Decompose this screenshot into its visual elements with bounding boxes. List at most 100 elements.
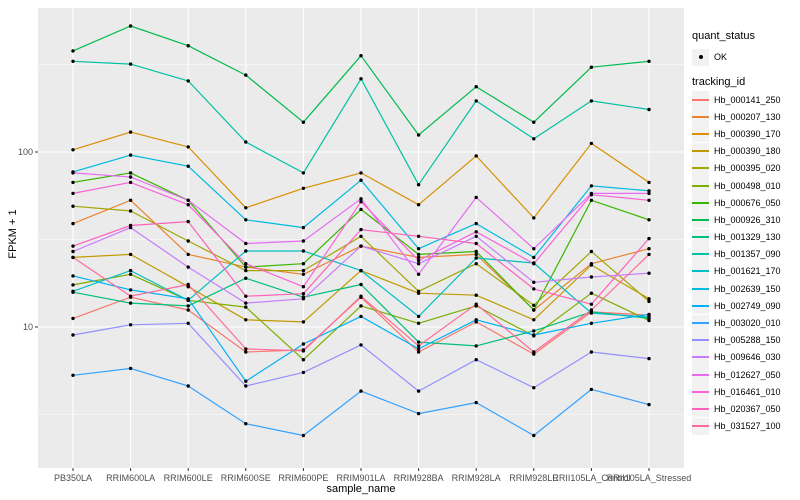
legend-key-line <box>692 150 709 153</box>
x-tick-label: RRIM901LA <box>336 473 386 483</box>
data-point <box>416 262 421 266</box>
legend-key-line <box>692 407 709 410</box>
legend-entry-label: Hb_000141_250 <box>714 94 781 105</box>
data-point <box>474 358 478 362</box>
data-point <box>416 350 421 354</box>
legend-entry-label: Hb_002749_090 <box>714 300 781 311</box>
data-point <box>416 133 421 137</box>
data-point <box>186 145 190 149</box>
data-point <box>647 180 651 185</box>
data-point <box>647 191 651 196</box>
data-point <box>647 315 651 319</box>
legend-key <box>692 177 709 195</box>
data-point <box>186 44 190 48</box>
data-point <box>589 65 594 69</box>
legend-key <box>692 297 709 315</box>
legend-item-ok: OK <box>692 48 798 66</box>
legend-entry-Hb_009646_030: Hb_009646_030 <box>692 348 798 366</box>
data-point <box>128 272 133 276</box>
x-axis-title: sample_name <box>326 483 396 495</box>
data-point <box>186 282 190 287</box>
x-tick-label: RRIM928LA <box>451 473 501 483</box>
data-point <box>647 402 651 407</box>
data-point <box>244 384 248 388</box>
data-point <box>186 304 190 308</box>
data-point <box>128 209 133 213</box>
data-point <box>647 198 651 202</box>
data-point <box>71 148 75 152</box>
data-point <box>71 316 75 321</box>
legend-entry-label: Hb_000207_130 <box>714 111 781 122</box>
data-point <box>359 227 363 232</box>
data-point <box>359 178 363 182</box>
data-point <box>532 329 536 333</box>
legend-entry-Hb_003020_010: Hb_003020_010 <box>692 314 798 332</box>
data-point <box>301 320 306 324</box>
data-point <box>359 314 363 319</box>
data-point <box>589 308 594 312</box>
legend-key <box>692 142 709 160</box>
data-point <box>244 294 248 298</box>
data-point <box>474 99 478 103</box>
data-point <box>244 318 248 322</box>
data-point <box>359 343 363 347</box>
legend-key-line <box>692 356 709 359</box>
data-point <box>244 268 248 273</box>
legend-entry-label: Hb_002639_150 <box>714 283 781 294</box>
data-point <box>71 249 75 254</box>
data-point <box>71 171 75 175</box>
data-point <box>589 350 594 354</box>
legend-entry-Hb_031527_100: Hb_031527_100 <box>692 417 798 435</box>
data-point <box>416 272 421 276</box>
y-tick-label: 10 <box>22 322 33 332</box>
legend-key-line <box>692 425 709 428</box>
legend-entry-Hb_001357_090: Hb_001357_090 <box>692 245 798 263</box>
data-point <box>71 49 75 53</box>
data-point <box>474 302 478 306</box>
legend-key-line <box>692 304 709 307</box>
legend: quant_status OK tracking_id Hb_000141_25… <box>692 30 798 435</box>
data-point <box>128 198 133 202</box>
data-point <box>416 234 421 238</box>
data-point <box>589 387 594 392</box>
x-tick-label: RRIM600LE <box>163 473 213 483</box>
data-points <box>71 24 651 438</box>
data-point <box>186 297 190 301</box>
legend-entry-label: Hb_000498_010 <box>714 180 781 191</box>
data-point <box>128 288 133 292</box>
data-point <box>416 389 421 393</box>
data-point <box>359 294 363 298</box>
legend-entry-label: Hb_005288_150 <box>714 335 781 346</box>
legend-key-line <box>692 167 709 170</box>
data-point <box>128 130 133 134</box>
data-point <box>301 292 306 296</box>
data-point <box>589 198 594 202</box>
legend-key <box>692 91 709 109</box>
data-point <box>128 268 133 273</box>
legend-key-line <box>692 287 709 290</box>
data-point <box>301 297 306 301</box>
data-point <box>589 184 594 188</box>
data-point <box>532 137 536 141</box>
data-point <box>589 275 594 279</box>
data-point <box>416 183 421 187</box>
legend-key-line <box>692 270 709 273</box>
data-point <box>244 379 248 383</box>
data-point <box>244 347 248 351</box>
y-tick-label: 100 <box>17 147 33 157</box>
data-point <box>532 333 536 337</box>
data-point <box>71 180 75 185</box>
data-point <box>647 59 651 63</box>
x-tick-label: RRIM928BA <box>393 473 444 483</box>
data-point <box>474 344 478 348</box>
data-point <box>244 206 248 210</box>
data-point <box>301 239 306 243</box>
data-point <box>532 386 536 390</box>
data-point <box>474 195 478 200</box>
data-point <box>71 289 75 293</box>
data-point <box>244 241 248 246</box>
legend-entry-label: Hb_000676_050 <box>714 197 781 208</box>
data-point <box>128 252 133 257</box>
data-point <box>416 289 421 293</box>
